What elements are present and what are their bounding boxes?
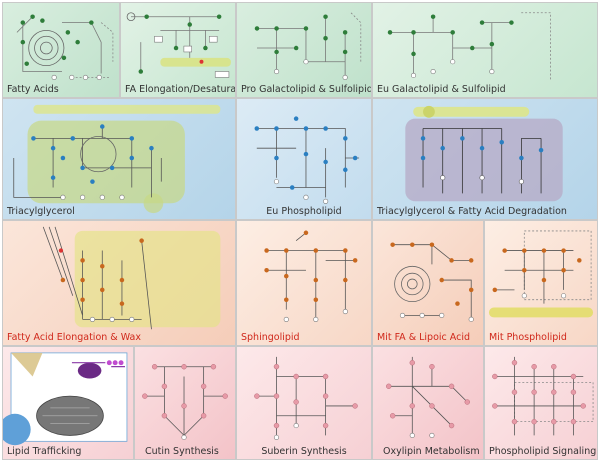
- panel-sphingolipid[interactable]: Sphingolipid: [236, 220, 372, 346]
- mit-phospholipid-diagram: [488, 230, 594, 318]
- panel-label: Lipid Trafficking: [7, 446, 82, 457]
- panel-label: Eu Phospholipid: [266, 206, 342, 217]
- panel-lipid-trafficking[interactable]: Lipid Trafficking: [2, 346, 134, 460]
- lipid-trafficking-diagram: [3, 352, 128, 446]
- panel-fa-elongation[interactable]: FA Elongation/Desaturation: [120, 2, 236, 98]
- fa-elongation-wax-diagram: [42, 226, 221, 330]
- eu-phospholipid-diagram: [254, 116, 360, 204]
- panel-pro-galactolipid[interactable]: Pro Galactolipid & Sulfolipid: [236, 2, 372, 98]
- panel-phospholipid-signaling[interactable]: Phospholipid Signaling: [484, 346, 598, 460]
- mit-fa-lipoic-diagram: [390, 242, 474, 322]
- panel-label: Eu Galactolipid & Sulfolipid: [377, 84, 506, 95]
- suberin-synthesis-diagram: [254, 356, 358, 440]
- phospholipid-signaling-diagram: [492, 356, 594, 436]
- fatty-acids-diagram: [16, 14, 114, 80]
- panel-label: Triacylglycerol & Fatty Acid Degradation: [377, 206, 567, 217]
- panel-fatty-acids[interactable]: Fatty Acids: [2, 2, 120, 98]
- panel-eu-galactolipid[interactable]: Eu Galactolipid & Sulfolipid: [372, 2, 598, 98]
- panel-label: Mit Phospholipid: [489, 332, 567, 343]
- panel-label: Mit FA & Lipoic Acid: [377, 332, 471, 343]
- panel-label: Fatty Acid Elongation & Wax: [7, 332, 141, 343]
- panel-triacylglycerol[interactable]: Triacylglycerol: [2, 98, 236, 220]
- panel-label: FA Elongation/Desaturation: [125, 84, 236, 95]
- panel-fa-elongation-wax[interactable]: Fatty Acid Elongation & Wax: [2, 220, 236, 346]
- triacylglycerol-diagram: [13, 104, 221, 214]
- panel-label: Phospholipid Signaling: [489, 446, 597, 457]
- panel-mit-fa-lipoic[interactable]: Mit FA & Lipoic Acid: [372, 220, 484, 346]
- sphingolipid-diagram: [264, 230, 358, 322]
- pro-galactolipid-diagram: [254, 12, 362, 80]
- cutin-synthesis-diagram: [142, 364, 228, 440]
- oxylipin-metabolism-diagram: [386, 356, 470, 438]
- fa-elongation-diagram: [126, 12, 231, 78]
- panel-label: Triacylglycerol: [7, 206, 75, 217]
- panel-oxylipin-metabolism[interactable]: Oxylipin Metabolism: [372, 346, 484, 460]
- panel-label: Oxylipin Metabolism: [383, 446, 480, 457]
- panel-cutin-synthesis[interactable]: Cutin Synthesis: [134, 346, 236, 460]
- panel-label: Cutin Synthesis: [145, 446, 219, 457]
- panel-eu-phospholipid[interactable]: Eu Phospholipid: [236, 98, 372, 220]
- panel-tag-fa-degradation[interactable]: Triacylglycerol & Fatty Acid Degradation: [372, 98, 598, 220]
- panel-label: Sphingolipid: [241, 332, 300, 343]
- panel-label: Fatty Acids: [7, 84, 59, 95]
- eu-galactolipid-diagram: [387, 12, 551, 82]
- tag-fa-degradation-diagram: [405, 105, 563, 202]
- panel-mit-phospholipid[interactable]: Mit Phospholipid: [484, 220, 598, 346]
- panel-label: Pro Galactolipid & Sulfolipid: [241, 84, 372, 95]
- panel-label: Suberin Synthesis: [261, 446, 347, 457]
- panel-suberin-synthesis[interactable]: Suberin Synthesis: [236, 346, 372, 460]
